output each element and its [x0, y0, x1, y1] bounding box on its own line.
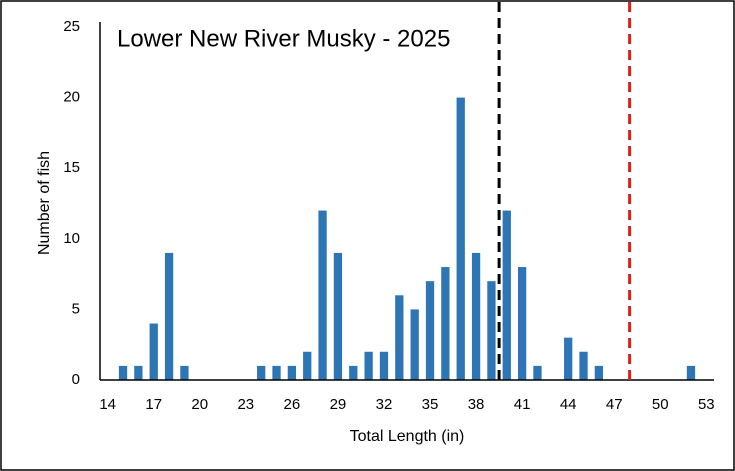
bar [686, 365, 696, 380]
x-tick-label: 26 [284, 396, 301, 413]
y-tick-label: 5 [72, 300, 80, 317]
y-tick-label: 10 [63, 230, 80, 247]
bar [379, 351, 389, 380]
bar [441, 267, 450, 380]
x-tick-label: 35 [422, 396, 439, 413]
x-tick-label: 50 [652, 396, 669, 413]
bar [164, 252, 174, 380]
x-tick-label: 14 [99, 396, 116, 413]
y-tick-label: 0 [72, 371, 80, 388]
x-tick-label: 32 [376, 396, 393, 413]
x-tick-label: 44 [560, 396, 577, 413]
bar [149, 323, 158, 380]
bar [517, 267, 527, 380]
x-axis-title: Total Length (in) [350, 428, 465, 445]
x-tick-label: 29 [330, 396, 347, 413]
bar [180, 365, 189, 380]
bar [564, 337, 573, 380]
bar [425, 281, 435, 380]
bar [594, 365, 604, 380]
x-tick-label: 38 [468, 396, 485, 413]
x-tick-label: 47 [606, 396, 623, 413]
bar [134, 365, 143, 380]
y-axis-title: Number of fish [36, 151, 53, 255]
bar [395, 295, 404, 380]
bar [257, 365, 266, 380]
y-tick-label: 20 [63, 89, 80, 106]
bar [502, 210, 511, 380]
y-tick-label: 25 [63, 18, 80, 35]
bar [287, 365, 297, 380]
bar [349, 365, 358, 380]
x-tick-label: 20 [191, 396, 208, 413]
bar [533, 365, 542, 380]
x-tick-label: 17 [145, 396, 162, 413]
bar [487, 281, 496, 380]
x-tick-label: 41 [514, 396, 531, 413]
bar [456, 97, 465, 380]
bar [333, 252, 343, 380]
y-tick-label: 15 [63, 159, 80, 176]
bar [471, 252, 481, 380]
bar [410, 309, 419, 380]
x-tick-label: 23 [237, 396, 254, 413]
bar [118, 365, 128, 380]
bar [303, 351, 312, 380]
chart-title: Lower New River Musky - 2025 [117, 25, 450, 52]
bar [318, 210, 327, 380]
bar [272, 365, 281, 380]
bar [364, 351, 373, 380]
bar [579, 351, 588, 380]
x-tick-label: 53 [698, 396, 715, 413]
